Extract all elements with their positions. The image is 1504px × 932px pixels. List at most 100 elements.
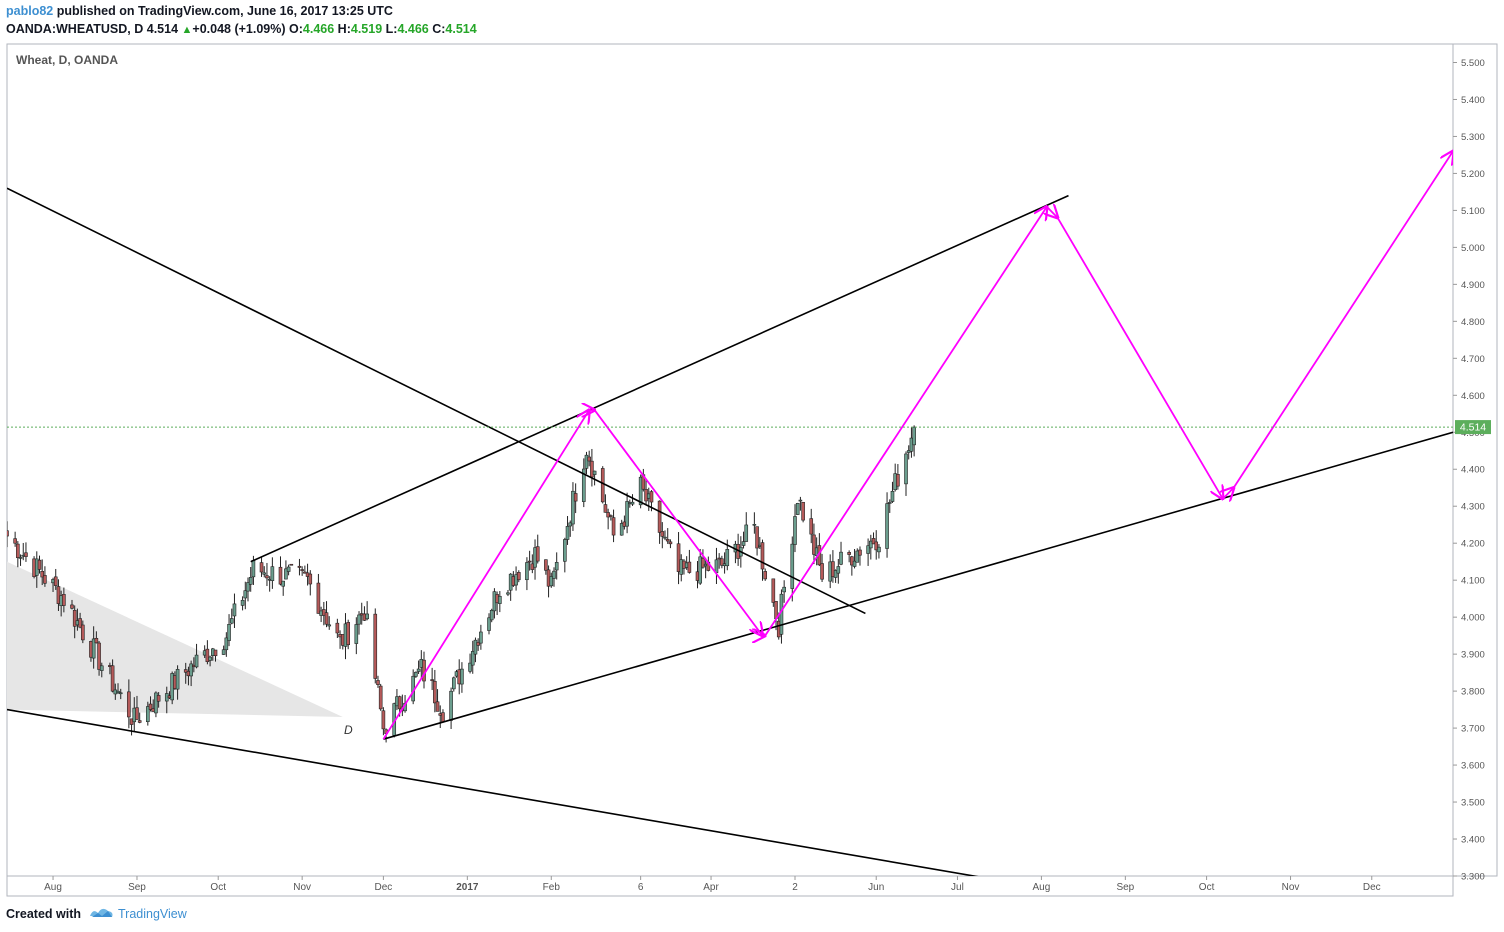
candle xyxy=(498,591,502,613)
candle xyxy=(852,548,857,569)
candle xyxy=(479,624,483,650)
y-tick-label: 5.000 xyxy=(1461,243,1485,254)
candle xyxy=(527,550,532,571)
candle xyxy=(573,483,578,514)
candle xyxy=(625,492,629,534)
candle xyxy=(809,508,814,544)
created-with-text: Created with xyxy=(6,907,82,921)
candle xyxy=(365,601,369,621)
x-tick-label: Aug xyxy=(44,882,62,893)
trendlines[interactable] xyxy=(7,187,1453,879)
candle xyxy=(470,640,475,674)
projection-arrows[interactable] xyxy=(382,151,1453,740)
candle xyxy=(568,520,573,537)
author-link[interactable]: pablo82 xyxy=(6,4,54,18)
trendline xyxy=(383,431,1453,740)
candle xyxy=(836,558,841,584)
y-tick-label: 4.400 xyxy=(1461,465,1485,476)
candle xyxy=(16,541,20,568)
candle xyxy=(839,541,843,566)
trendline xyxy=(7,187,866,615)
candle xyxy=(489,608,494,623)
high-value: 4.519 xyxy=(350,22,383,36)
candle xyxy=(137,712,142,724)
y-tick-label: 4.900 xyxy=(1461,280,1485,291)
y-tick-label: 4.300 xyxy=(1461,502,1485,513)
x-tick-label: Nov xyxy=(293,882,311,893)
candlesticks xyxy=(7,425,916,743)
published-text: published on TradingView.com, June 16, 2… xyxy=(53,4,393,18)
candle xyxy=(833,569,838,583)
candle xyxy=(665,528,670,544)
symbol-label[interactable]: OANDA:WHEATUSD, D xyxy=(6,22,144,36)
candle xyxy=(208,655,212,667)
y-tick-label: 4.700 xyxy=(1461,354,1485,365)
time-axis[interactable] xyxy=(6,875,1454,897)
candle xyxy=(316,573,321,614)
y-tick-label: 4.100 xyxy=(1461,576,1485,587)
candle xyxy=(847,550,851,563)
candle xyxy=(590,448,594,487)
plot-area[interactable] xyxy=(6,43,1454,877)
candle xyxy=(603,494,608,513)
candle xyxy=(660,522,665,549)
candle xyxy=(720,555,724,569)
open-value: 4.466 xyxy=(302,22,335,36)
candle xyxy=(896,464,900,490)
candle xyxy=(869,534,873,560)
y-tick-label: 4.200 xyxy=(1461,539,1485,550)
projection-arrow xyxy=(764,207,1047,637)
candle xyxy=(587,450,591,467)
candle xyxy=(72,605,77,639)
candle xyxy=(663,530,667,541)
candle xyxy=(94,631,99,644)
svg-text:4.514: 4.514 xyxy=(1460,422,1486,434)
candle xyxy=(240,596,245,611)
candle xyxy=(525,557,529,591)
candle xyxy=(782,580,786,603)
gray-triangle-drawing[interactable] xyxy=(7,561,343,717)
candle xyxy=(213,649,218,662)
candle xyxy=(99,662,104,678)
candle xyxy=(194,643,199,669)
candle xyxy=(205,640,210,665)
candle xyxy=(430,667,434,691)
candle xyxy=(327,616,332,630)
candle xyxy=(793,504,797,553)
candle xyxy=(552,567,556,587)
candle xyxy=(874,530,879,560)
candle xyxy=(286,564,291,576)
candle xyxy=(154,691,158,718)
candle xyxy=(795,502,800,515)
candle xyxy=(877,544,881,559)
y-tick-label: 3.900 xyxy=(1461,650,1485,661)
projection-arrow xyxy=(1223,488,1234,499)
candle xyxy=(265,562,269,587)
candle xyxy=(581,458,586,508)
x-tick-label: Oct xyxy=(1199,882,1215,893)
candle xyxy=(611,509,616,543)
tradingview-brand-link[interactable]: TradingView xyxy=(118,907,187,921)
tradingview-logo-icon[interactable] xyxy=(88,904,114,922)
candle xyxy=(435,689,440,712)
candle xyxy=(24,542,28,562)
y-tick-label: 4.800 xyxy=(1461,317,1485,328)
price-axis[interactable] xyxy=(1452,43,1498,877)
x-tick-label: 2 xyxy=(792,882,798,893)
candle xyxy=(232,593,237,628)
open-label: O: xyxy=(289,22,303,36)
chart-header: pablo82 published on TradingView.com, Ju… xyxy=(0,0,1504,40)
projection-arrow xyxy=(1232,151,1453,489)
x-tick-label: Aug xyxy=(1033,882,1051,893)
candle xyxy=(354,617,359,655)
candle xyxy=(373,608,378,684)
candle xyxy=(858,546,862,566)
y-tick-label: 3.500 xyxy=(1461,798,1485,809)
candle xyxy=(831,550,835,583)
candle xyxy=(887,499,892,513)
candle xyxy=(592,470,597,486)
x-tick-label: Jun xyxy=(868,882,884,893)
candle xyxy=(227,614,231,647)
candle xyxy=(468,653,472,674)
